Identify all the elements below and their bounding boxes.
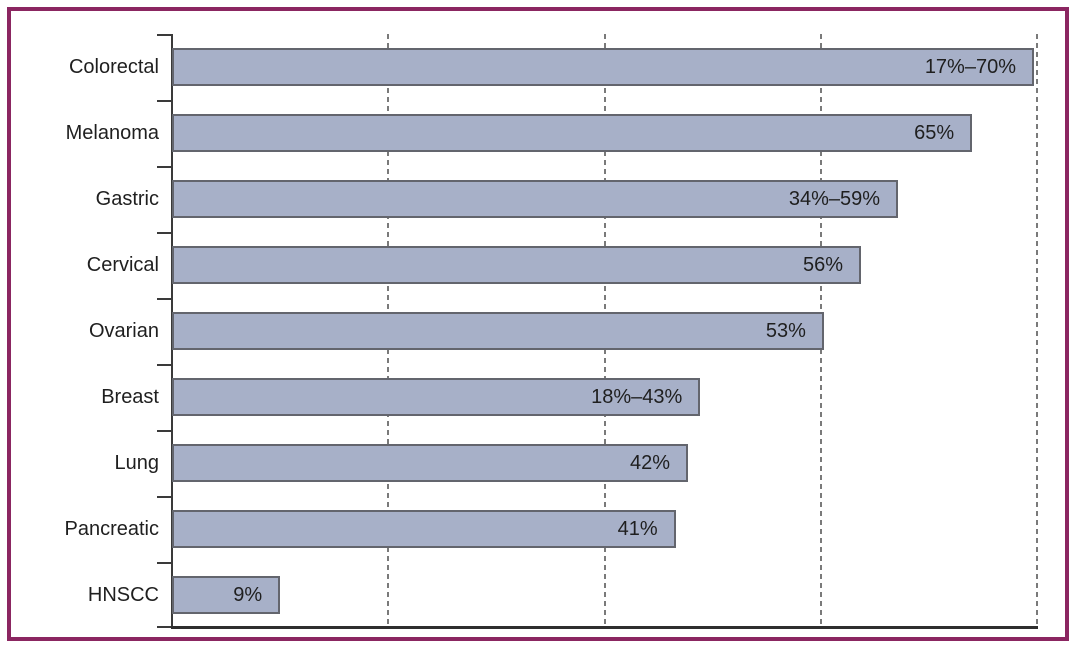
- bar-track: 18%–43%: [172, 364, 1037, 430]
- bar-value-label: 56%: [802, 253, 843, 276]
- bar-chart: Colorectal 17%–70% Melanoma 65% Gastric 34%–5…: [0, 34, 1037, 628]
- category-label: Colorectal: [68, 55, 159, 78]
- bar-gastric: 34%–59%: [172, 180, 899, 218]
- bar-value-label: 9%: [233, 583, 263, 606]
- bar-value-label: 34%–59%: [788, 187, 881, 210]
- bar-track: 42%: [172, 430, 1037, 496]
- bar-track: 41%: [172, 496, 1037, 562]
- bar-cervical: 56%: [172, 246, 861, 284]
- category-label: Lung: [114, 451, 160, 474]
- bar-track: 65%: [172, 100, 1037, 166]
- axis-tick: [157, 496, 171, 498]
- x-axis-line: [171, 626, 1038, 629]
- axis-tick: [157, 166, 171, 168]
- bar-ovarian: 53%: [172, 312, 824, 350]
- axis-tick: [157, 232, 171, 234]
- chart-row: Colorectal 17%–70%: [0, 34, 1037, 100]
- bar-hnscc: 9%: [172, 576, 281, 614]
- bar-track: 53%: [172, 298, 1037, 364]
- bar-track: 9%: [172, 562, 1037, 628]
- category-label: Melanoma: [65, 121, 159, 144]
- bar-value-label: 41%: [617, 517, 658, 540]
- bar-value-label: 42%: [629, 451, 670, 474]
- axis-tick: [157, 430, 171, 432]
- bar-track: 56%: [172, 232, 1037, 298]
- bar-value-label: 65%: [914, 121, 955, 144]
- bar-track: 34%–59%: [172, 166, 1037, 232]
- bar-melanoma: 65%: [172, 114, 973, 152]
- category-label: Cervical: [86, 253, 159, 276]
- chart-row: Gastric 34%–59%: [0, 166, 1037, 232]
- axis-tick: [157, 100, 171, 102]
- axis-tick: [157, 626, 171, 628]
- bar-value-label: 53%: [765, 319, 806, 342]
- chart-row: Lung 42%: [0, 430, 1037, 496]
- chart-row: Cervical 56%: [0, 232, 1037, 298]
- gridline: [1036, 34, 1038, 628]
- axis-tick: [157, 364, 171, 366]
- chart-row: Melanoma 65%: [0, 100, 1037, 166]
- axis-tick: [157, 298, 171, 300]
- bar-value-label: 17%–70%: [924, 55, 1016, 78]
- bar-track: 17%–70%: [172, 34, 1037, 100]
- chart-row: HNSCC 9%: [0, 562, 1037, 628]
- category-label: Breast: [101, 385, 159, 408]
- chart-row: Ovarian 53%: [0, 298, 1037, 364]
- category-label: Ovarian: [88, 319, 159, 342]
- category-label: HNSCC: [87, 583, 159, 606]
- bar-pancreatic: 41%: [172, 510, 676, 548]
- chart-row: Breast 18%–43%: [0, 364, 1037, 430]
- bar-breast: 18%–43%: [172, 378, 701, 416]
- category-label: Pancreatic: [64, 517, 160, 540]
- category-label: Gastric: [95, 187, 159, 210]
- bar-value-label: 18%–43%: [591, 385, 683, 408]
- chart-row: Pancreatic 41%: [0, 496, 1037, 562]
- bar-colorectal: 17%–70%: [172, 48, 1034, 86]
- axis-tick: [157, 562, 171, 564]
- bar-lung: 42%: [172, 444, 688, 482]
- axis-tick: [157, 34, 171, 36]
